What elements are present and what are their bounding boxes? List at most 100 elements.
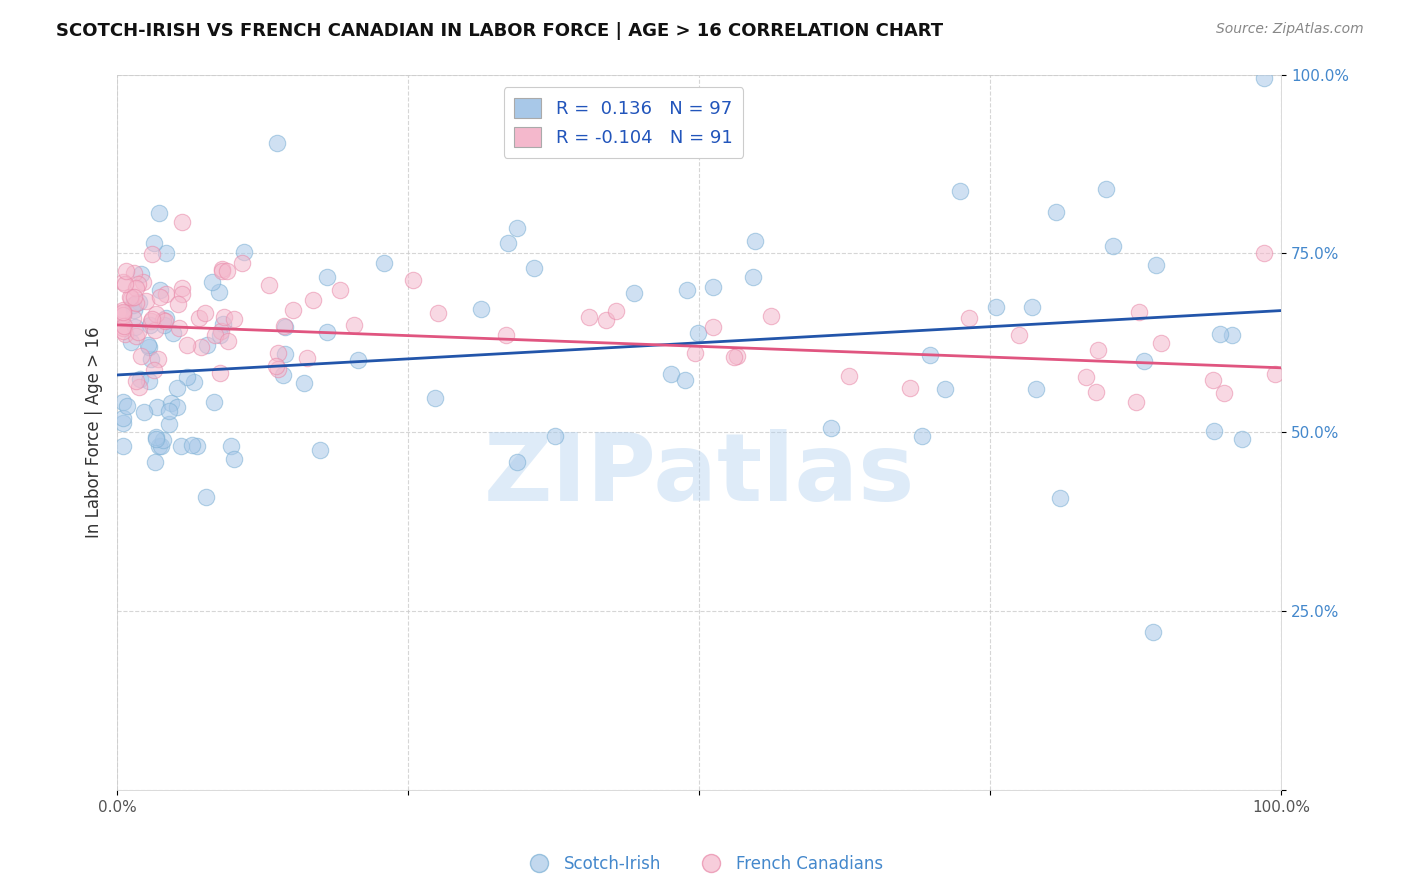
Point [143,236,166,251]
Point [1253,71,1275,86]
Point [172,286,194,301]
Point [274,319,297,334]
Point [183,375,205,389]
Point [425,391,447,405]
Point [984,300,1007,314]
Point [224,451,246,466]
Point [957,311,980,326]
Point [122,290,145,304]
Point [686,326,709,341]
Point [578,310,600,324]
Point [166,400,188,414]
Point [124,266,146,280]
Point [148,206,170,220]
Point [114,277,136,291]
Point [150,440,173,454]
Point [146,400,169,414]
Point [595,313,617,327]
Point [114,327,136,342]
Point [496,235,519,250]
Point [153,318,176,333]
Point [200,275,222,289]
Point [212,310,235,324]
Point [1150,336,1173,351]
Point [149,291,172,305]
Point [329,283,352,297]
Point [605,304,627,318]
Point [167,296,190,310]
Point [219,440,242,454]
Point [266,136,288,151]
Point [127,277,149,291]
Point [315,326,337,340]
Point [217,264,239,278]
Point [1220,328,1243,343]
Point [138,340,160,354]
Point [172,281,194,295]
Point [267,362,290,376]
Point [181,438,204,452]
Point [281,303,304,318]
Point [211,261,233,276]
Point [111,417,134,431]
Point [122,298,145,312]
Point [911,429,934,443]
Point [1008,328,1031,343]
Point [727,349,749,363]
Point [176,338,198,352]
Point [139,351,162,366]
Point [111,411,134,425]
Point [155,286,177,301]
Point [315,270,337,285]
Point [111,303,134,318]
Point [120,334,142,349]
Text: ZIPatlas: ZIPatlas [484,429,915,521]
Y-axis label: In Labor Force | Age > 16: In Labor Force | Age > 16 [86,326,103,538]
Point [267,346,290,360]
Point [187,311,209,326]
Point [111,308,134,322]
Point [128,371,150,385]
Point [742,270,765,285]
Point [1132,354,1154,368]
Point [146,351,169,366]
Point [309,442,332,457]
Point [142,363,165,377]
Point [343,318,366,333]
Point [761,309,783,323]
Point [162,326,184,340]
Point [1125,395,1147,409]
Point [820,421,842,435]
Point [744,234,766,248]
Point [920,348,942,362]
Point [176,370,198,384]
Point [1142,625,1164,640]
Point [111,395,134,409]
Point [1128,305,1150,319]
Point [1232,432,1254,446]
Point [212,317,235,331]
Point [155,311,177,326]
Point [128,380,150,394]
Point [145,307,167,321]
Point [1087,343,1109,357]
Point [202,395,225,409]
Point [138,318,160,333]
Point [139,313,162,327]
Point [523,260,546,275]
Point [1209,327,1232,342]
Point [1202,424,1225,438]
Point [149,284,172,298]
Point [208,285,231,299]
Point [128,294,150,309]
Point [676,283,699,297]
Point [111,275,134,289]
Point [898,380,921,394]
Point [112,318,135,333]
Point [143,323,166,337]
Point [273,318,295,333]
Point [302,293,325,307]
Point [111,305,134,319]
Point [141,311,163,326]
Point [125,295,148,310]
